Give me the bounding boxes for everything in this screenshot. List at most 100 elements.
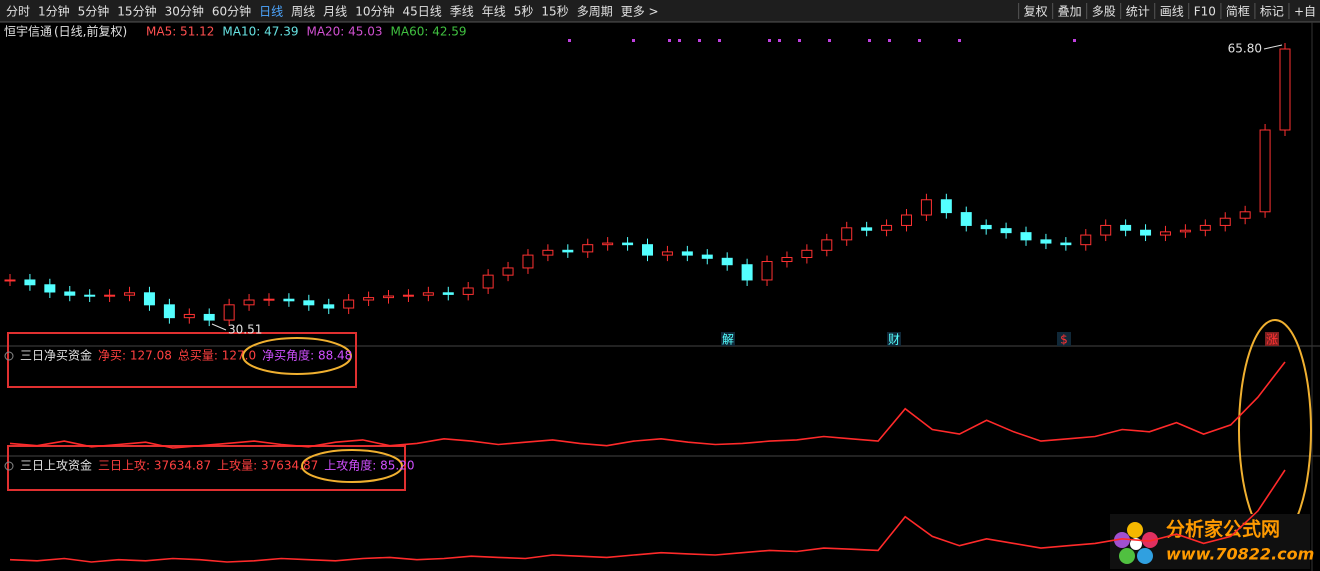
tool-button[interactable]: 标记 <box>1260 5 1284 19</box>
candle-body <box>143 292 155 306</box>
signal-dot <box>828 39 831 42</box>
tool-button[interactable]: 统计 <box>1126 5 1150 19</box>
candle-body <box>940 199 952 214</box>
signal-dot <box>798 39 801 42</box>
indicator-line <box>9 361 1286 449</box>
panel-value: 净买: 127.08 <box>98 349 172 363</box>
period-tab[interactable]: 分时 <box>6 5 30 19</box>
period-tab[interactable]: 10分钟 <box>355 4 394 19</box>
panel-value: 上攻量: 37634.87 <box>217 459 318 473</box>
ma-legend: MA10: 47.39 <box>222 25 298 39</box>
period-tab[interactable]: 周线 <box>291 5 315 19</box>
panel-toggle[interactable] <box>4 461 14 471</box>
period-tab[interactable]: 15秒 <box>541 5 568 19</box>
candle-body <box>163 304 175 319</box>
period-tab[interactable]: 日线 <box>259 5 283 19</box>
ma-legend: MA60: 42.59 <box>391 25 467 39</box>
candle-body <box>1279 48 1291 131</box>
candle-body <box>1159 231 1171 236</box>
candle-body <box>920 199 932 216</box>
candle-body <box>841 227 853 241</box>
tool-button[interactable]: 复权 <box>1024 5 1048 19</box>
candle-body <box>602 242 614 246</box>
period-tab[interactable]: 多周期 <box>577 5 613 19</box>
signal-dot <box>668 39 671 42</box>
period-tab[interactable]: 5分钟 <box>78 4 110 19</box>
period-tab[interactable]: 更多 > <box>621 5 659 19</box>
signal-dot <box>678 39 681 42</box>
candle-body <box>283 298 295 302</box>
candle-body <box>223 304 235 321</box>
ma-legend: MA5: 51.12 <box>146 25 214 39</box>
candle-body <box>1259 129 1271 213</box>
candle-body <box>562 249 574 253</box>
panel-angle: 上攻角度: 85.20 <box>324 458 414 473</box>
candle-body <box>1199 224 1211 231</box>
period-tab[interactable]: 45日线 <box>402 5 441 19</box>
highlight-ellipse <box>242 337 352 375</box>
panel-toggle[interactable] <box>4 351 14 361</box>
period-tab[interactable]: 5秒 <box>514 5 534 19</box>
signal-dot <box>778 39 781 42</box>
candle-body <box>303 300 315 306</box>
candle-body <box>1219 217 1231 226</box>
candle-body <box>203 313 215 321</box>
candle-body <box>582 244 594 253</box>
period-tab[interactable]: 月线 <box>323 5 347 19</box>
period-tab[interactable]: 30分钟 <box>165 4 204 19</box>
candle-body <box>124 292 136 296</box>
candle-body <box>1060 242 1072 246</box>
candle-body <box>661 251 673 256</box>
signal-dot <box>868 39 871 42</box>
candle-body <box>701 254 713 259</box>
low-price-label: 30.51 <box>228 323 262 337</box>
panel-value: 三日上攻: 37634.87 <box>98 459 211 473</box>
low-pointer <box>211 323 227 331</box>
period-tab[interactable]: 60分钟 <box>212 4 251 19</box>
tool-button[interactable]: 叠加 <box>1058 5 1082 19</box>
candle-body <box>761 261 773 281</box>
candle-body <box>442 292 454 295</box>
period-tab[interactable]: 1分钟 <box>38 4 70 19</box>
tool-button[interactable]: F10 <box>1194 5 1216 19</box>
candle-body <box>84 294 96 297</box>
candle-body <box>1239 211 1251 219</box>
candle-body <box>343 299 355 309</box>
tool-button[interactable]: 多股 <box>1092 5 1116 19</box>
candle-body <box>622 242 634 246</box>
event-marker-bg <box>887 332 901 346</box>
period-tab[interactable]: 15分钟 <box>117 4 156 19</box>
signal-dot <box>1073 39 1076 42</box>
candle-body <box>801 249 813 259</box>
candle-body <box>1040 239 1052 244</box>
period-tab[interactable]: 年线 <box>482 5 506 19</box>
candle-body <box>522 254 534 269</box>
tool-button[interactable]: 简框 <box>1226 5 1250 19</box>
event-marker-bg <box>1057 332 1071 346</box>
candle-body <box>960 212 972 226</box>
candle-body <box>1140 229 1152 236</box>
candle-body <box>502 267 514 276</box>
candle-body <box>402 294 414 297</box>
period-tab[interactable]: 季线 <box>450 5 474 19</box>
logo-url: www.70822.com <box>1166 545 1314 564</box>
event-marker: 涨 <box>1266 332 1278 347</box>
tool-button[interactable]: +自 <box>1294 5 1316 19</box>
tool-button[interactable]: 画线 <box>1160 5 1184 19</box>
candle-body <box>781 257 793 263</box>
candle-body <box>1000 228 1012 234</box>
event-marker: $ <box>1060 333 1068 347</box>
candle-body <box>64 291 76 296</box>
candle-body <box>482 274 494 289</box>
indicator-line <box>9 469 1286 563</box>
candle-body <box>24 279 36 286</box>
candle-body <box>1080 234 1092 246</box>
chart-mode: (日线,前复权) <box>54 24 127 39</box>
panel-value: 总买量: 127.0 <box>178 349 256 363</box>
candle-body <box>44 284 56 293</box>
logo-title: 分析家公式网 <box>1166 518 1280 541</box>
candle-body <box>383 295 395 299</box>
candle-body <box>263 298 275 301</box>
candle-body <box>1100 224 1112 236</box>
